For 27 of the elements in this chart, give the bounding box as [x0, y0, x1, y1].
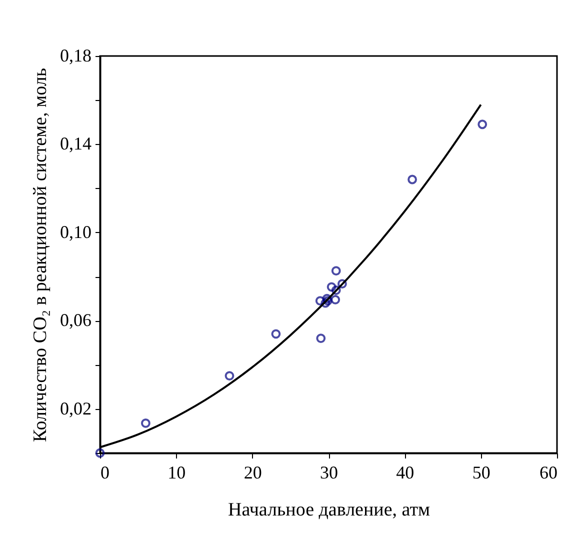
x-tick-label: 20 [244, 462, 262, 482]
x-tick-label: 0 [100, 462, 110, 482]
point [323, 296, 332, 306]
x-tick-label: 60 [540, 462, 558, 482]
x-axis-title: Начальное давление, атм [228, 500, 430, 520]
x-tick-label: 10 [168, 462, 186, 482]
x-tick-label: 30 [320, 462, 338, 482]
point [316, 334, 326, 344]
point [338, 279, 347, 289]
point [315, 296, 325, 306]
y-axis-title: Количество CO₂ в реакционной системе, моль [30, 68, 51, 442]
point [271, 329, 281, 339]
point [330, 295, 340, 304]
y-tick-label: 0,10 [60, 222, 92, 242]
y-tick-label: 0,02 [60, 398, 92, 418]
point [224, 371, 234, 381]
point [326, 282, 336, 292]
point [331, 266, 341, 276]
y-tick-label: 0,06 [60, 310, 92, 330]
point [140, 418, 150, 428]
point [408, 174, 417, 184]
y-tick-label: 0,14 [60, 134, 92, 154]
y-tick-label: 0,18 [60, 46, 92, 66]
x-tick-label: 40 [396, 462, 414, 482]
point [478, 120, 488, 130]
x-tick-label: 50 [472, 462, 490, 482]
point [331, 286, 341, 295]
